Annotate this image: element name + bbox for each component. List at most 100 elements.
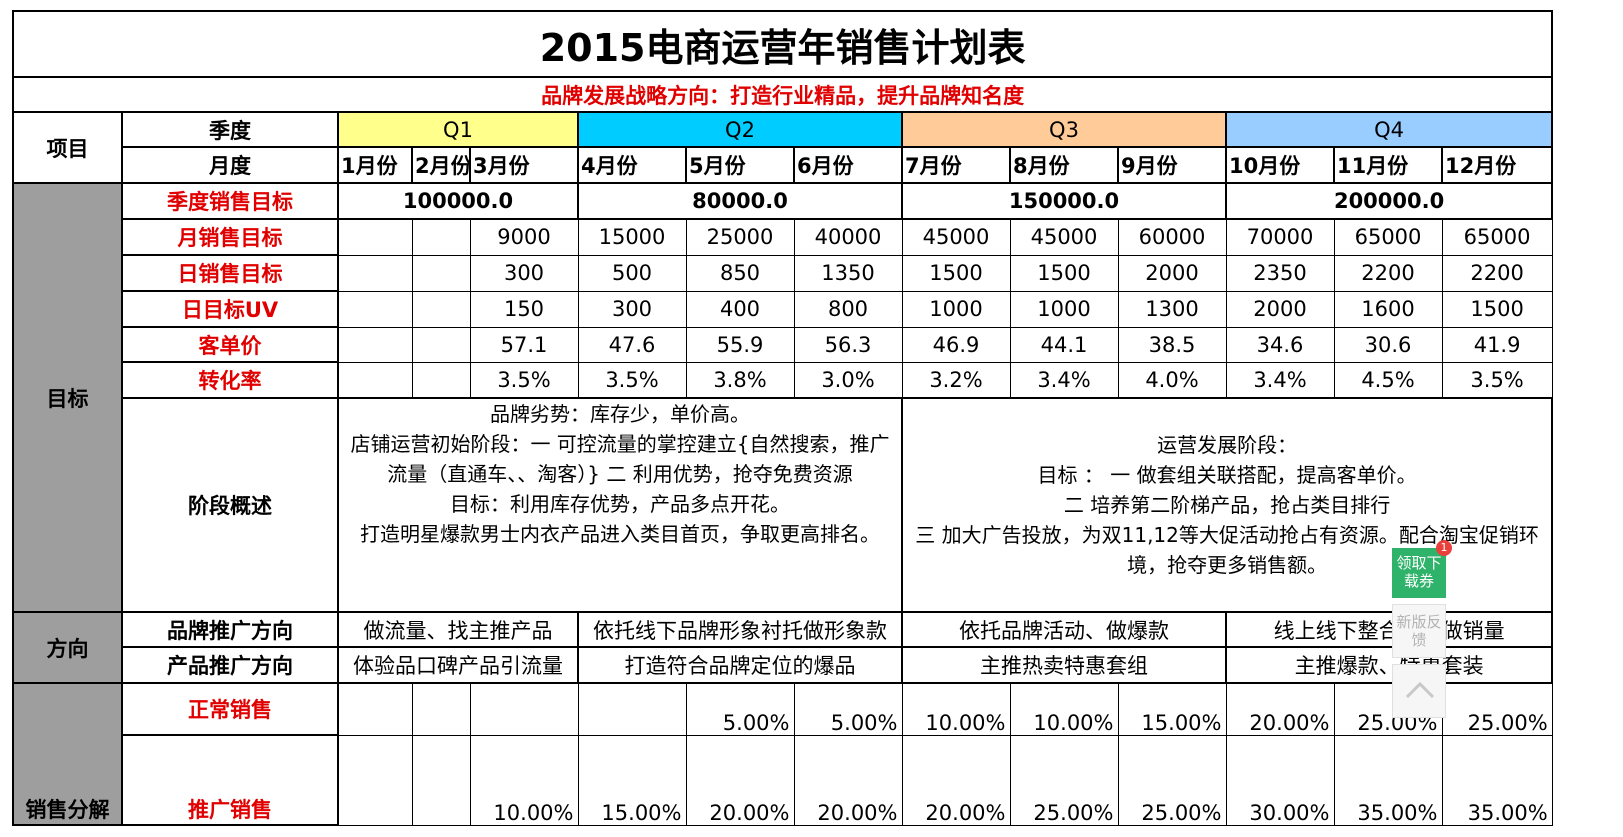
chevron-up-icon [1405,681,1435,699]
quarter-target-value: 100000.0 [337,182,579,220]
table-cell: 15000 [577,218,687,256]
table-cell: 1500 [1009,254,1119,292]
table-cell: 800 [793,290,903,328]
row-label: 正常销售 [121,682,339,736]
month-cell: 10月份 [1225,146,1335,184]
table-cell: 3.8% [685,361,795,399]
table-cell: 20.00% [793,734,903,826]
table-cell [337,290,413,328]
coupon-download-button[interactable]: 领取下载券 [1392,548,1446,598]
table-cell: 3.4% [1009,361,1119,399]
product-direction-cell: 主推热卖特惠套组 [901,646,1227,684]
quarter-q2: Q2 [577,111,903,148]
month-cell: 1月份 [337,146,413,184]
table-cell: 44.1 [1009,326,1119,363]
stage-right-line: 二 培养第二阶梯产品，抢占类目排行 [1063,493,1391,517]
month-cell: 6月份 [793,146,903,184]
table-cell: 2350 [1225,254,1335,292]
section-sales-breakdown: 销售分解 [12,682,123,826]
table-cell: 20.00% [685,734,795,826]
table-cell: 35.00% [1333,734,1443,826]
table-cell: 60000 [1117,218,1227,256]
table-cell: 20.00% [901,734,1011,826]
table-cell: 300 [469,254,579,292]
table-cell: 1000 [1009,290,1119,328]
row-unit-price: 客单价 57.1 47.6 55.9 56.3 46.9 44.1 38.5 3… [13,326,1553,363]
brand-direction-cell: 线上线下整合统一做销量 [1224,611,1554,648]
table-cell: 15.00% [1117,682,1227,736]
row-label-product-direction: 产品推广方向 [121,646,339,684]
month-header: 月度 [121,146,339,184]
feedback-button[interactable]: 新版反馈 [1392,604,1446,658]
stage-left-line: 品牌劣势：库存少，单价高。 [490,402,750,426]
table-cell: 5.00% [793,682,903,736]
table-cell: 3.5% [577,361,687,399]
row-promo-sales: 推广销售 10.00% 15.00% 20.00% 20.00% 20.00% … [13,734,1553,826]
stage-left-line: 店铺运营初始阶段：一 可控流量的掌控建立{自然搜索，推广流量（直通车、、淘客）}… [350,432,890,486]
season-header: 季度 [121,111,339,148]
back-to-top-button[interactable] [1392,664,1446,718]
table-cell: 40000 [793,218,903,256]
table-cell: 1600 [1333,290,1443,328]
month-cell: 11月份 [1333,146,1443,184]
table-cell: 45000 [901,218,1011,256]
table-cell: 150 [469,290,579,328]
table-cell: 38.5 [1117,326,1227,363]
table-cell: 30.00% [1225,734,1335,826]
table-cell: 10.00% [469,734,579,826]
table-cell: 34.6 [1225,326,1335,363]
row-daily-target: 日销售目标 300 500 850 1350 1500 1500 2000 23… [13,254,1553,292]
row-monthly-target: 月销售目标 9000 15000 25000 40000 45000 45000… [13,218,1553,256]
month-cell: 5月份 [685,146,795,184]
table-cell: 5.00% [685,682,795,736]
brand-direction-cell: 做流量、找主推产品 [337,611,579,648]
section-target: 目标 [12,182,123,613]
table-cell: 56.3 [793,326,903,363]
row-label: 日目标UV [121,290,339,328]
table-cell [411,682,471,736]
product-direction-cell: 主推爆款、特惠套装 [1224,646,1554,684]
stage-left-line: 打造明星爆款男士内衣产品进入类目首页，争取更高排名。 [360,522,880,546]
table-cell: 41.9 [1441,326,1553,363]
strategy-banner: 品牌发展战略方向：打造行业精品，提升品牌知名度 [11,76,1554,113]
stage-label: 阶段概述 [121,397,339,613]
month-cell: 3月份 [469,146,579,184]
stage-left-text: 品牌劣势：库存少，单价高。 店铺运营初始阶段：一 可控流量的掌控建立{自然搜索，… [337,397,903,613]
table-cell: 30.6 [1333,326,1443,363]
row-label: 客单价 [121,326,339,363]
stage-right-line: 目标 ： 一 做套组关联搭配，提高客单价。 [1037,463,1417,487]
table-cell: 25.00% [1441,682,1553,736]
section-direction: 方向 [12,611,123,684]
table-cell: 2200 [1333,254,1443,292]
table-cell: 70000 [1225,218,1335,256]
table-cell: 47.6 [577,326,687,363]
quarter-target-value: 200000.0 [1224,182,1554,220]
table-cell: 2200 [1441,254,1553,292]
table-cell: 1300 [1117,290,1227,328]
table-cell: 65000 [1333,218,1443,256]
quarter-q3: Q3 [901,111,1227,148]
product-direction-cell: 体验品口碑产品引流量 [337,646,579,684]
quarter-target-value: 150000.0 [901,182,1227,220]
table-cell: 10.00% [901,682,1011,736]
table-cell: 25.00% [1117,734,1227,826]
table-cell [411,326,471,363]
table-cell: 3.5% [469,361,579,399]
table-cell: 400 [685,290,795,328]
table-cell: 10.00% [1009,682,1119,736]
table-cell: 3.4% [1225,361,1335,399]
brand-direction-cell: 依托线下品牌形象衬托做形象款 [577,611,903,648]
table-cell [337,734,413,826]
table-cell: 25.00% [1009,734,1119,826]
table-cell: 25000 [685,218,795,256]
table-cell [577,682,687,736]
item-header: 项目 [12,111,123,184]
table-cell [337,254,413,292]
brand-direction-cell: 依托品牌活动、做爆款 [901,611,1227,648]
row-label: 日销售目标 [121,254,339,292]
month-cell: 4月份 [577,146,687,184]
table-cell [411,734,471,826]
table-cell: 55.9 [685,326,795,363]
table-cell: 65000 [1441,218,1553,256]
table-cell: 3.5% [1441,361,1553,399]
